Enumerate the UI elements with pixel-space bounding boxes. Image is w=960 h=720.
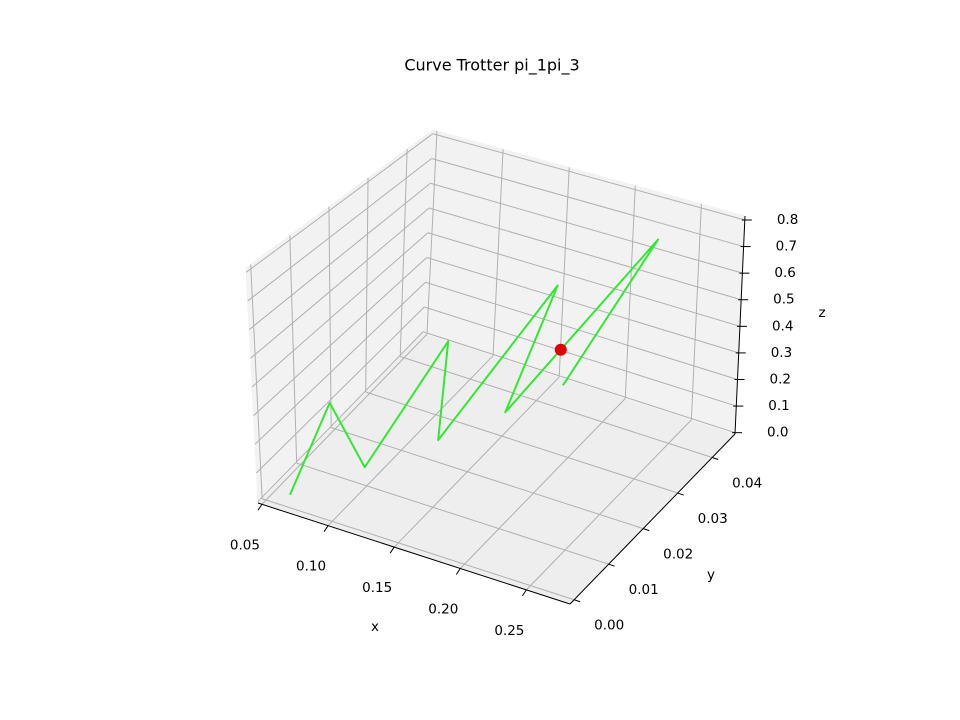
grid-line (254, 281, 426, 445)
x-axis-label: x (371, 619, 379, 635)
y-tick (643, 528, 650, 532)
grid-line (432, 133, 745, 221)
x-tick (521, 589, 527, 597)
grid-line (624, 185, 636, 399)
grid-line (250, 207, 430, 359)
x-tick-label: 0.10 (296, 559, 326, 575)
y-tick-label: 0.01 (629, 582, 659, 598)
grid-line (247, 158, 432, 302)
grid-line (365, 391, 678, 494)
grid-line (365, 177, 369, 393)
grid-line (400, 355, 713, 458)
grid-line (425, 281, 738, 380)
z-tick-label: 0.0 (767, 425, 788, 441)
grid-line (261, 333, 428, 505)
z-tick-label: 0.4 (772, 318, 793, 334)
grid-line (427, 232, 741, 327)
grid-line (430, 182, 743, 274)
y-tick (573, 599, 581, 603)
grid-line (399, 149, 408, 357)
chart-title: Curve Trotter pi_1pi_3 (404, 56, 579, 76)
y-axis-label: y (707, 567, 715, 583)
grid-line (492, 149, 504, 356)
y-tick (608, 563, 615, 567)
x-tick-label: 0.15 (362, 580, 392, 596)
grid-line (690, 203, 702, 420)
grid-line (296, 462, 609, 565)
z-tick-label: 0.5 (773, 292, 794, 308)
grid-line (328, 206, 332, 428)
data-line (289, 238, 660, 496)
z-axis-label: z (818, 305, 825, 321)
grid-line (429, 207, 742, 301)
data-point (554, 343, 567, 356)
z-axis (734, 215, 746, 435)
x-tick (455, 568, 461, 575)
x-tick-label: 0.05 (230, 537, 260, 553)
z-tick-label: 0.1 (768, 398, 789, 414)
grid-line (393, 376, 560, 548)
y-tick (712, 456, 719, 460)
x-axis (257, 502, 571, 605)
z-tick-label: 0.3 (771, 345, 792, 361)
grid-line (256, 306, 425, 474)
grid-line (558, 167, 570, 378)
x-tick-label: 0.25 (494, 623, 524, 639)
grid-line (251, 232, 429, 388)
grid-line (331, 427, 644, 530)
y-tick-label: 0.04 (732, 475, 762, 491)
x-tick (323, 525, 329, 532)
grid-line (250, 264, 263, 499)
grid-line (261, 498, 575, 601)
grid-line (426, 131, 438, 335)
grid-line (526, 419, 692, 591)
z-tick-label: 0.8 (777, 212, 798, 228)
z-tick-label: 0.2 (770, 372, 791, 388)
grid-line (289, 235, 298, 464)
grid-line (426, 257, 739, 354)
x-tick (257, 504, 263, 511)
y-axis (569, 433, 736, 605)
y-tick-label: 0.03 (698, 511, 728, 527)
y-tick-label: 0.02 (663, 547, 693, 563)
z-tick-label: 0.6 (774, 265, 795, 281)
z-tick-label: 0.7 (776, 239, 797, 255)
grid-line (253, 257, 428, 416)
y-tick-label: 0.00 (594, 618, 624, 634)
grid-line (459, 398, 626, 569)
x-tick-label: 0.20 (428, 601, 458, 617)
grid-line (245, 133, 434, 273)
grid-line (248, 182, 431, 331)
grid-line (431, 157, 744, 248)
grid-line (257, 331, 424, 502)
x-tick (389, 546, 395, 554)
grid-line (327, 355, 494, 527)
y-tick (677, 492, 684, 496)
grid-line (422, 331, 736, 434)
grid-line (424, 306, 737, 407)
